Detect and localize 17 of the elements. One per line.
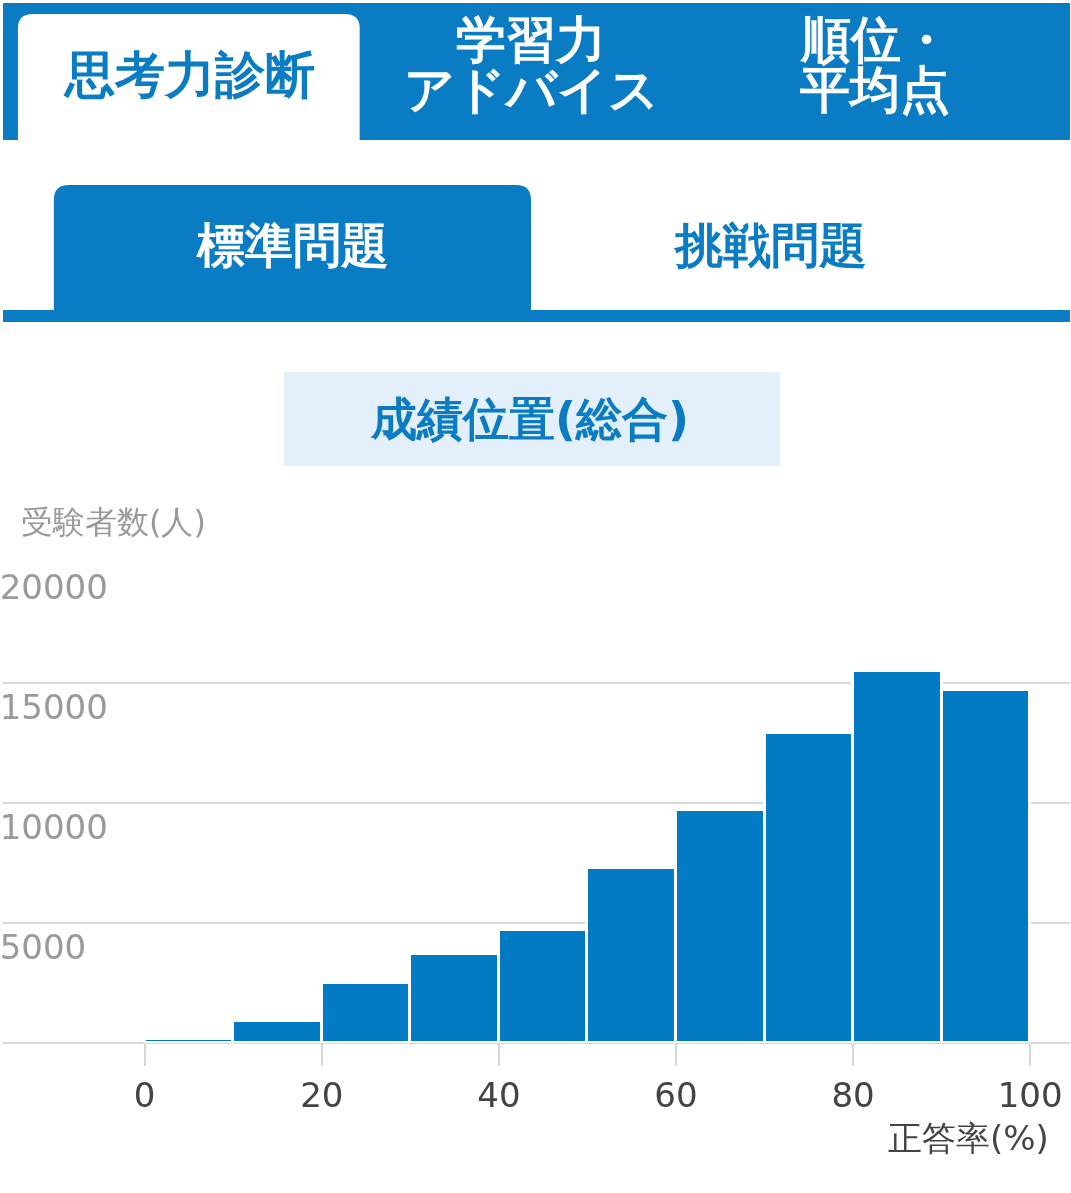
x-tick-label: 80	[831, 1074, 875, 1115]
x-tick-label: 60	[654, 1074, 698, 1115]
chart-title: 成績位置(総合)	[369, 392, 690, 447]
text: 標準問題	[195, 217, 389, 273]
y-tick-label: 15000	[0, 686, 108, 727]
x-axis-title: 正答率(%)	[888, 1118, 1049, 1158]
y-tick-label: 20000	[0, 566, 108, 607]
y-tick-label: 5000	[0, 926, 87, 967]
y-tick-label: 10000	[0, 806, 108, 847]
text: 学習力	[456, 11, 606, 69]
y-axis-title: 受験者数(人)	[21, 503, 206, 541]
text: 挑戦問題	[673, 217, 867, 273]
x-tick-label: 100	[997, 1074, 1063, 1115]
text: 思考力診断	[63, 46, 315, 104]
x-tick-label: 40	[477, 1074, 521, 1115]
x-tick-label: 0	[133, 1074, 156, 1115]
x-tick-label: 20	[300, 1074, 344, 1115]
